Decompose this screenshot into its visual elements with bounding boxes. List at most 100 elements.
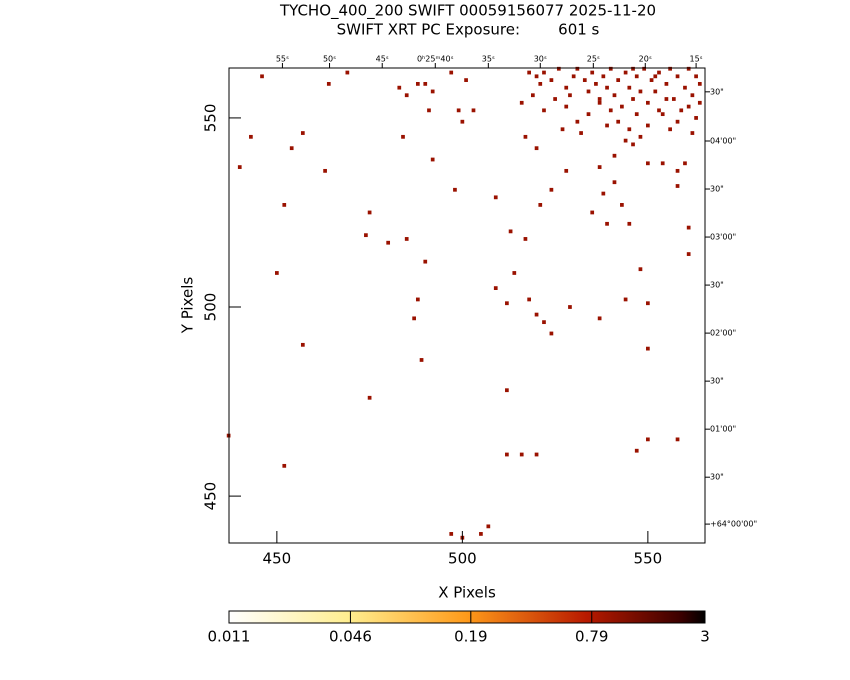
- pixel: [512, 271, 517, 275]
- pixel: [345, 70, 350, 75]
- chart-subtitle: SWIFT XRT PC Exposure: 601 s: [337, 21, 600, 39]
- pixel: [697, 100, 702, 105]
- pixel: [608, 108, 613, 113]
- pixel: [646, 301, 650, 306]
- pixel: [646, 437, 650, 442]
- ra-tick-label: 50ˢ: [323, 55, 336, 64]
- pixel: [449, 70, 454, 75]
- pixel: [542, 320, 546, 325]
- pixel: [460, 119, 465, 124]
- pixel: [579, 131, 583, 135]
- pixel: [649, 78, 654, 82]
- pixel: [300, 342, 305, 347]
- pixel: [627, 221, 632, 226]
- ra-tick-label: 35ˢ: [482, 55, 495, 64]
- pixel: [675, 437, 680, 442]
- pixel: [367, 210, 372, 215]
- ra-tick-label: 30ˢ: [534, 55, 547, 64]
- pixel: [527, 297, 531, 302]
- pixel: [646, 123, 650, 128]
- dec-tick-label: +64°00'00": [710, 520, 757, 529]
- dec-tick-label: 03'00": [710, 233, 736, 242]
- pixel: [612, 180, 617, 185]
- pixel: [586, 112, 591, 117]
- pixel: [412, 316, 416, 321]
- pixel: [415, 297, 420, 302]
- pixel: [657, 108, 661, 113]
- pixel: [597, 97, 602, 101]
- ra-tick-label: 20ˢ: [639, 55, 652, 64]
- pixel: [623, 138, 628, 143]
- pixel: [623, 297, 628, 302]
- pixel: [612, 153, 617, 158]
- pixel: [386, 240, 391, 245]
- pixel: [601, 74, 606, 79]
- pixel: [505, 388, 509, 393]
- colorbar-tick-label: 3: [700, 628, 710, 646]
- pixel: [697, 81, 702, 86]
- pixel: [260, 74, 264, 79]
- pixel: [642, 66, 647, 71]
- pixel: [631, 97, 635, 101]
- pixel: [653, 74, 658, 79]
- pixel: [653, 89, 658, 94]
- pixel: [671, 97, 676, 101]
- pixel: [668, 127, 672, 132]
- colorbar-tick-label: 0.011: [208, 628, 251, 646]
- pixel: [605, 123, 609, 128]
- pixel: [686, 252, 691, 256]
- plot-frame: [228, 67, 706, 544]
- pixel: [326, 81, 331, 86]
- pixel: [323, 168, 327, 173]
- colorbar-tick-label: 0.046: [329, 628, 372, 646]
- pixel: [601, 191, 606, 196]
- pixel: [427, 108, 431, 113]
- pixel: [594, 81, 598, 86]
- pixel: [668, 66, 672, 71]
- pixel: [534, 146, 539, 151]
- ra-tick-label: 55ˢ: [276, 55, 289, 64]
- ra-tick-label: 45ˢ: [376, 55, 389, 64]
- x-axis-label: X Pixels: [438, 584, 496, 602]
- pixel: [634, 112, 639, 117]
- pixel: [505, 452, 509, 457]
- pixel: [538, 203, 543, 207]
- pixel: [627, 127, 632, 132]
- pixel: [542, 108, 546, 113]
- colorbar: [228, 610, 706, 624]
- pixel: [534, 74, 539, 79]
- pixel: [620, 203, 624, 207]
- pixel: [612, 93, 617, 98]
- pixel: [638, 134, 643, 139]
- pixel: [675, 184, 680, 188]
- pixel: [449, 532, 454, 536]
- dec-tick-label: 30": [710, 377, 724, 386]
- pixel: [686, 66, 691, 71]
- pixel: [694, 116, 698, 120]
- pixel: [675, 74, 680, 79]
- colorbar-tick-label: 0.19: [454, 628, 487, 646]
- y-tick-label: 550: [202, 104, 220, 133]
- pixel: [282, 203, 287, 207]
- pixel: [523, 237, 528, 241]
- pixel: [634, 448, 639, 453]
- pixel: [605, 221, 609, 226]
- pixel: [631, 142, 635, 147]
- pixel: [638, 267, 643, 272]
- pixel: [456, 108, 461, 113]
- x-tick-label: 550: [634, 550, 663, 568]
- pixel: [505, 301, 509, 306]
- pixel: [430, 157, 435, 162]
- pixel: [549, 78, 554, 82]
- pixel: [686, 225, 691, 230]
- pixel: [275, 271, 279, 275]
- pixel: [423, 259, 428, 264]
- pixel: [660, 161, 665, 166]
- pixel: [616, 119, 621, 124]
- pixel: [646, 161, 650, 166]
- pixel: [690, 131, 695, 135]
- pixel: [364, 233, 368, 238]
- pixel: [631, 66, 635, 71]
- pixel: [564, 104, 569, 109]
- pixel: [367, 395, 372, 400]
